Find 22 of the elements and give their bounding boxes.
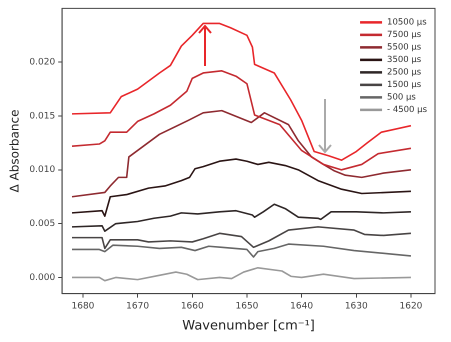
legend-label: 1500 µs [387,80,422,90]
x-axis-title: Wavenumber [cm⁻¹] [182,318,315,334]
x-tick-label: 1660 [180,301,204,312]
x-tick-label: 1650 [235,301,259,312]
x-tick-label: 1680 [71,301,95,312]
legend-label: 2500 µs [387,68,422,78]
legend-label: - 4500 µs [387,105,428,116]
legend-label: 7500 µs [387,30,422,40]
x-tick-label: 1620 [399,301,423,312]
y-tick-label: 0.020 [29,58,56,68]
y-tick-label: 0.010 [29,165,56,176]
y-tick-label: 0.005 [29,218,56,229]
x-tick-label: 1630 [344,301,368,312]
x-tick-label: 1670 [126,301,150,312]
x-tick-label: 1640 [290,301,314,312]
y-axis-title: Δ Absorbance [7,110,22,192]
legend-label: 3500 µs [387,55,422,66]
y-tick-label: 0.015 [29,111,56,122]
legend-label: 10500 µs [387,18,428,28]
y-tick-label: 0.000 [29,272,56,283]
legend-label: 5500 µs [387,42,422,53]
legend-label: 500 µs [387,92,416,103]
